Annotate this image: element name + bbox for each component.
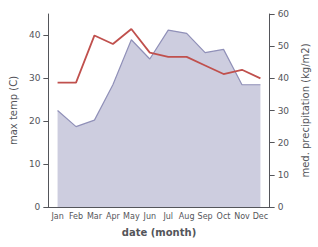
svg-text:Mar: Mar	[87, 212, 103, 221]
svg-text:May: May	[123, 212, 140, 221]
svg-text:20: 20	[278, 138, 290, 148]
svg-text:30: 30	[278, 106, 290, 116]
svg-text:20: 20	[29, 116, 41, 126]
svg-text:Jul: Jul	[162, 212, 173, 221]
svg-text:40: 40	[29, 30, 41, 40]
svg-text:10: 10	[278, 170, 290, 180]
svg-text:Jun: Jun	[143, 212, 157, 221]
svg-text:date (month): date (month)	[122, 227, 196, 238]
svg-text:Aug: Aug	[179, 212, 195, 221]
svg-text:Nov: Nov	[234, 212, 250, 221]
svg-text:Jan: Jan	[50, 212, 63, 221]
svg-text:Apr: Apr	[106, 212, 121, 221]
svg-text:Sep: Sep	[198, 212, 213, 221]
svg-text:0: 0	[278, 202, 284, 212]
svg-text:0: 0	[35, 202, 41, 212]
svg-text:60: 60	[278, 9, 290, 19]
svg-text:40: 40	[278, 73, 290, 83]
svg-text:Dec: Dec	[253, 212, 268, 221]
svg-text:50: 50	[278, 41, 290, 51]
svg-text:10: 10	[29, 159, 41, 169]
svg-text:Oct: Oct	[217, 212, 231, 221]
svg-text:med. precipitation (kg/m2): med. precipitation (kg/m2)	[300, 43, 311, 177]
svg-text:30: 30	[29, 73, 41, 83]
svg-text:Feb: Feb	[69, 212, 83, 221]
svg-text:max temp (C): max temp (C)	[8, 76, 19, 145]
